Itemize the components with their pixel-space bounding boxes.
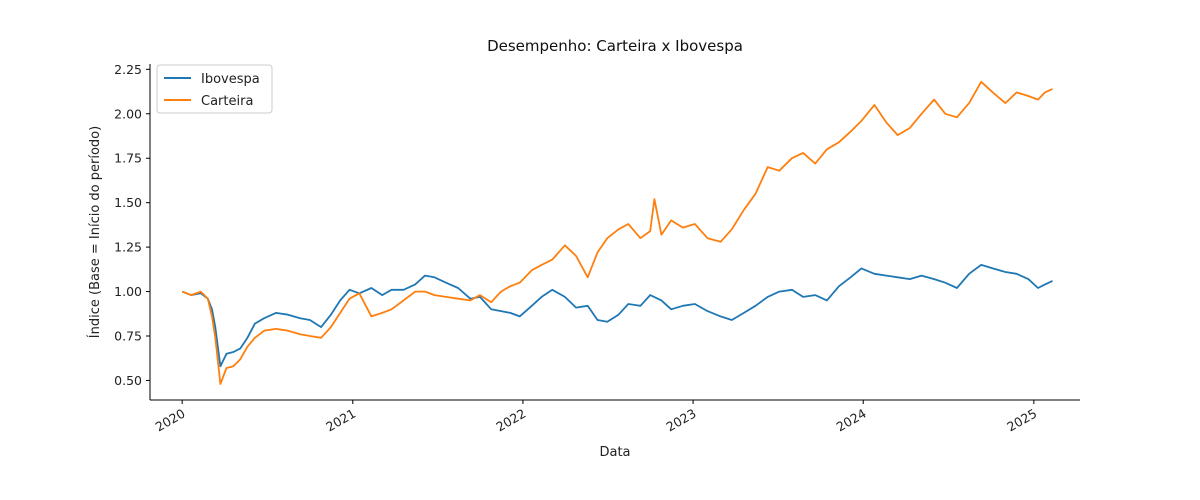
x-tick-label: 2021 — [323, 406, 358, 435]
legend-label-ibovespa: Ibovespa — [201, 72, 260, 87]
x-axis: 2020 2021 2022 2023 2024 2025 — [153, 400, 1039, 435]
x-tick-label: 2022 — [493, 406, 528, 435]
x-tick-label: 2023 — [664, 406, 699, 435]
y-tick-label: 1.75 — [114, 151, 142, 166]
x-tick-label: 2025 — [1004, 406, 1039, 435]
x-tick-label: 2020 — [153, 406, 188, 435]
y-tick-label: 2.25 — [114, 62, 142, 77]
y-tick-label: 1.00 — [114, 284, 142, 299]
plot-area — [181, 80, 1053, 385]
y-tick-label: 1.25 — [114, 240, 142, 255]
legend-label-carteira: Carteira — [201, 94, 253, 109]
y-axis: 0.50 0.75 1.00 1.25 1.50 1.75 2.00 2.25 — [114, 62, 150, 388]
y-tick-label: 1.50 — [114, 195, 142, 210]
y-tick-label: 0.50 — [114, 373, 142, 388]
x-axis-label: Data — [599, 445, 630, 460]
series-line-ibovespa — [181, 264, 1053, 368]
legend: Ibovespa Carteira — [156, 64, 273, 114]
series-line-carteira — [181, 80, 1053, 385]
y-tick-label: 0.75 — [114, 329, 142, 344]
y-axis-label: Índice (Base = Início do período) — [87, 126, 103, 338]
chart-title: Desempenho: Carteira x Ibovespa — [487, 37, 743, 55]
y-tick-label: 2.00 — [114, 106, 142, 121]
x-tick-label: 2024 — [834, 406, 869, 435]
